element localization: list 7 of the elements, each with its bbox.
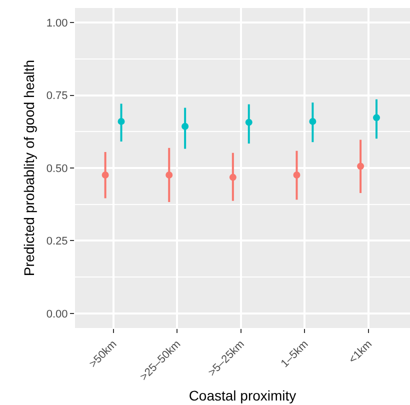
y-tick-label: 0.00: [46, 308, 68, 320]
y-tick-label: 1.00: [46, 17, 68, 30]
y-tick-label: 0.50: [46, 162, 68, 175]
x-axis-title: Coastal proximity: [188, 388, 296, 404]
y-axis-title: Predicted probablity of good health: [20, 60, 37, 276]
y-tick-label: 0.75: [46, 90, 68, 102]
y-tick-label: 0.25: [46, 236, 68, 248]
